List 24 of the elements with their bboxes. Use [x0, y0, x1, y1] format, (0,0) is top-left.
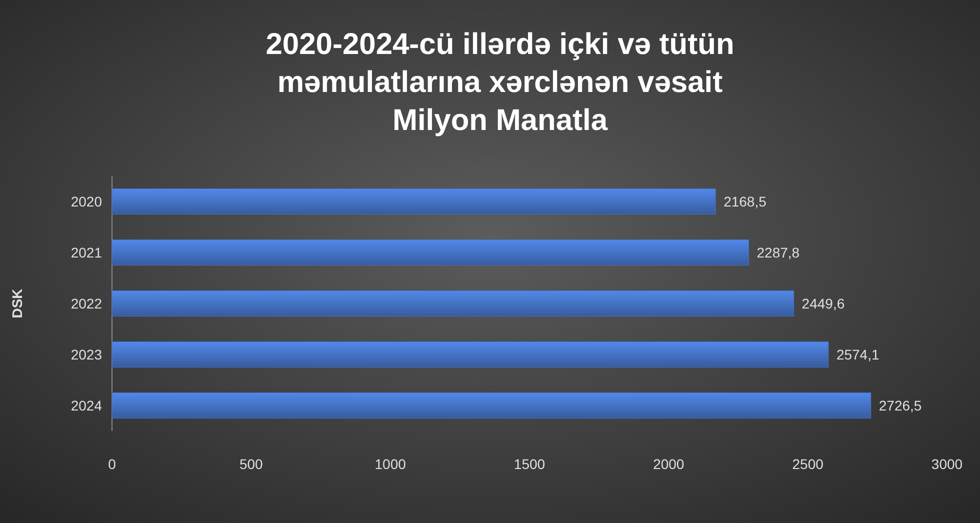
data-label: 2449,6: [802, 295, 845, 312]
x-tick-label: 500: [239, 456, 264, 472]
y-axis-title: DSK: [9, 288, 25, 318]
y-tick-label: 2021: [70, 244, 102, 260]
y-tick-label: 2020: [70, 193, 102, 210]
bar: [112, 342, 829, 368]
y-tick-label: 2022: [70, 295, 102, 312]
bar: [112, 290, 794, 316]
data-label: 2574,1: [836, 346, 880, 362]
data-label: 2287,8: [756, 244, 800, 260]
x-tick-label: 1500: [514, 456, 546, 472]
bar: [112, 392, 872, 418]
x-tick-label: 0: [108, 456, 116, 472]
chart-title: 2020-2024-cü illərdə içki və tütün məmulatlarına xərclənən vəsait Milyon Manatla: [266, 28, 734, 137]
data-label: 2726,5: [878, 397, 922, 414]
x-tick-label: 2500: [792, 456, 824, 472]
bar: [112, 240, 750, 266]
x-tick-label: 3000: [931, 456, 963, 472]
x-tick-label: 2000: [653, 456, 684, 472]
data-label: 2168,5: [724, 193, 767, 210]
y-tick-label: 2024: [70, 397, 102, 414]
x-tick-label: 1000: [374, 456, 406, 472]
y-tick-label: 2023: [70, 346, 102, 362]
bar: [112, 188, 716, 214]
